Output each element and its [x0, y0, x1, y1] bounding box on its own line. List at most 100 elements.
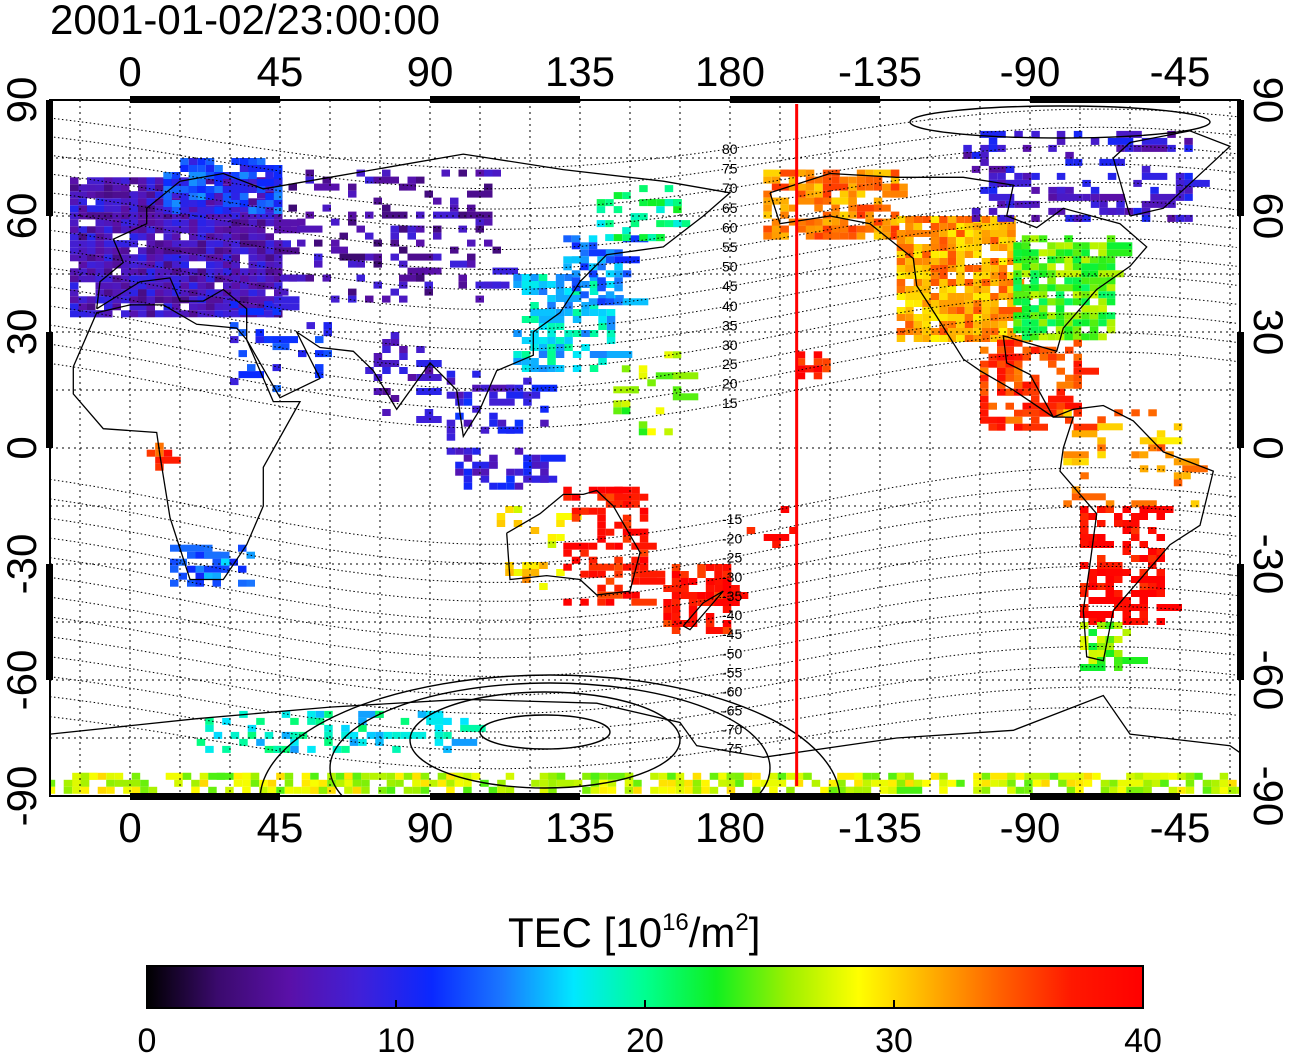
tec-cell — [231, 247, 240, 255]
tec-cell — [939, 244, 948, 251]
tec-cell — [505, 786, 515, 794]
tec-cell — [1098, 270, 1124, 278]
tec-cell — [973, 786, 982, 794]
tec-cell — [70, 191, 79, 199]
tec-cell — [1097, 555, 1106, 562]
tec-cell — [514, 482, 524, 490]
tec-cell — [622, 528, 649, 536]
tec-cell — [571, 256, 581, 264]
tec-cell — [1088, 534, 1097, 541]
tec-cell — [988, 137, 998, 145]
tec-cell — [1117, 786, 1127, 794]
tec-cell — [973, 272, 982, 279]
tec-cell — [1055, 333, 1065, 341]
tec-cell — [913, 279, 923, 286]
tec-cell — [274, 240, 283, 248]
tec-cell — [622, 500, 632, 508]
tec-cell — [746, 527, 756, 534]
tec-cell — [70, 219, 79, 227]
tec-cell — [726, 786, 736, 794]
tec-cell — [988, 416, 997, 424]
tec-cell — [180, 165, 189, 172]
tec-cell — [310, 772, 319, 780]
tec-cell — [822, 183, 849, 191]
tec-cell — [1131, 500, 1157, 508]
tec-cell — [223, 268, 232, 276]
tec-cell — [238, 544, 247, 552]
tec-cell — [913, 272, 923, 279]
tec-cell — [521, 351, 531, 358]
tec-cell — [572, 288, 582, 295]
tec-cell — [231, 275, 240, 283]
tec-cell — [769, 772, 778, 780]
tec-cell — [467, 260, 476, 268]
tec-cell — [563, 598, 572, 606]
tec-cell — [1013, 298, 1022, 306]
tec-cell — [1064, 242, 1073, 250]
tec-cell — [231, 282, 240, 290]
tec-cell — [248, 207, 257, 214]
tec-cell — [631, 598, 657, 606]
tec-cell — [621, 407, 631, 415]
tec-cell — [1080, 534, 1089, 541]
tec-cell — [155, 226, 164, 234]
contour-line — [50, 332, 1237, 410]
tec-cell — [990, 216, 999, 223]
tec-cell — [1097, 636, 1106, 643]
tec-cell — [1056, 137, 1066, 145]
tec-cell — [605, 256, 615, 264]
tec-cell — [189, 205, 198, 213]
contour-line — [50, 219, 1237, 291]
tec-cell — [539, 779, 549, 787]
tec-cell — [281, 731, 291, 739]
tec-cell — [221, 565, 230, 573]
tec-cell — [548, 786, 557, 794]
tec-cell — [1081, 312, 1090, 320]
tec-cell — [1047, 312, 1056, 320]
tec-cell — [172, 219, 181, 227]
tec-cell — [1133, 144, 1142, 152]
tec-cell — [433, 211, 459, 219]
tec-cell — [606, 351, 633, 358]
tec-cell — [998, 314, 1008, 321]
tec-cell — [922, 251, 931, 258]
tec-cell — [197, 219, 206, 227]
tec-cell — [505, 506, 514, 513]
tec-cell — [407, 232, 416, 240]
tec-cell — [555, 281, 565, 288]
tec-cell — [1038, 326, 1048, 334]
tec-cell — [663, 585, 689, 592]
tec-cell — [890, 218, 900, 226]
tec-cell — [1021, 263, 1031, 271]
tec-cell — [460, 724, 486, 732]
tec-cell — [638, 421, 648, 429]
tec-cell — [390, 253, 399, 261]
frame-tick-bars — [46, 96, 1244, 800]
tec-cell — [964, 251, 974, 258]
tec-cell — [896, 251, 906, 258]
tec-cell — [204, 544, 213, 552]
tec-cell — [780, 204, 789, 212]
tec-cell — [1014, 409, 1023, 417]
tec-cell — [80, 786, 90, 794]
tec-cell — [70, 275, 79, 283]
tec-cell — [796, 372, 806, 380]
tec-cell — [597, 521, 606, 529]
tec-cell — [564, 309, 573, 316]
tec-cell — [87, 247, 96, 255]
tec-cell — [1047, 242, 1056, 250]
tec-cell — [1007, 272, 1016, 279]
tec-cell — [1131, 451, 1140, 459]
tec-cell — [1055, 305, 1065, 313]
tec-cell — [831, 218, 840, 226]
tec-cell — [1038, 319, 1048, 327]
tec-cell — [990, 244, 999, 251]
tec-cell — [400, 731, 427, 739]
tec-cell — [794, 779, 804, 787]
tec-cell — [930, 244, 940, 251]
tec-cell — [1236, 786, 1240, 794]
tec-cell — [531, 391, 541, 399]
tec-cell — [1105, 650, 1114, 657]
tec-cell — [197, 207, 206, 214]
tec-cell — [639, 563, 649, 571]
